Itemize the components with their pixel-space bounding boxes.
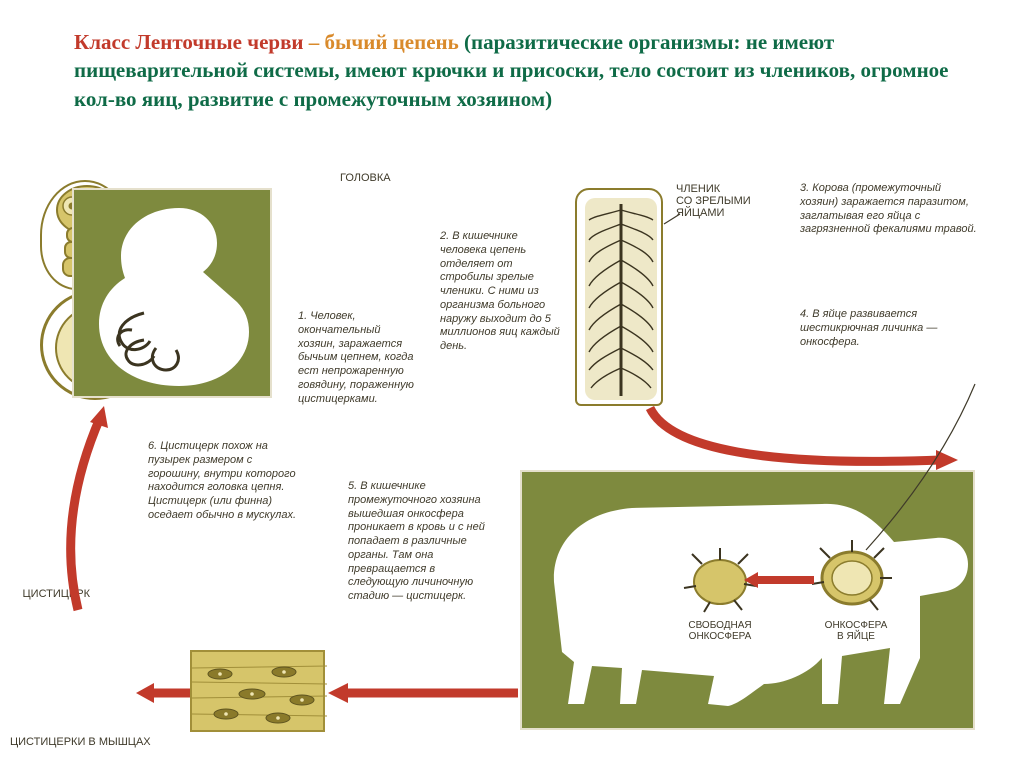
caption-egg-l1: ОНКОСФЕРА [806, 620, 906, 631]
label-segment-l1: ЧЛЕНИК [676, 183, 776, 195]
panel-proglottid [575, 188, 663, 406]
arrow-cyst-to-human [48, 400, 138, 620]
step-4: 4. В яйце развивается шестикрючная личин… [800, 308, 980, 349]
caption-free-l1: СВОБОДНАЯ [670, 620, 770, 631]
label-segment-l2: СО ЗРЕЛЫМИ [676, 195, 776, 207]
step-5: 5. В кишечнике промежуточного хозяина вы… [348, 480, 498, 604]
label-cysticerci-muscle: ЦИСТИЦЕРКИ В МЫШЦАХ [10, 736, 210, 748]
arrow-cow-to-muscle [318, 678, 528, 708]
caption-egg-l2: В ЯЙЦЕ [806, 631, 906, 642]
muscle-cysticerci-icon [192, 652, 327, 734]
caption-free-l2: ОНКОСФЕРА [670, 631, 770, 642]
step-1: 1. Человек, окончательный хозяин, заража… [298, 310, 418, 406]
diagram-canvas: ГОЛОВКА ЧЛЕНИК СО ЗРЕЛЫМИ ЯЙЦАМИ [40, 180, 984, 757]
title-part1: Класс Ленточные черви [74, 30, 304, 54]
caption-free-oncosphere: СВОБОДНАЯ ОНКОСФЕРА [670, 620, 770, 642]
proglottid-icon [577, 190, 665, 408]
label-head: ГОЛОВКА [340, 172, 420, 184]
panel-muscle [190, 650, 325, 732]
pointer-step4 [810, 378, 980, 558]
panel-human [72, 188, 272, 398]
step-2: 2. В кишечнике человека цепень отделяет … [440, 230, 560, 354]
arrow-muscle-to-cyst [132, 678, 197, 708]
step-6: 6. Цистицерк похож на пузырек размером с… [148, 440, 298, 523]
step-3: 3. Корова (промежуточный хозяин) заражае… [800, 182, 980, 237]
label-segment: ЧЛЕНИК СО ЗРЕЛЫМИ ЯЙЦАМИ [676, 183, 776, 219]
caption-egg-oncosphere: ОНКОСФЕРА В ЯЙЦЕ [806, 620, 906, 642]
human-silhouette-icon [84, 198, 264, 388]
label-segment-l3: ЯЙЦАМИ [676, 207, 776, 219]
title-part2: – бычий цепень [304, 30, 459, 54]
title-block: Класс Ленточные черви – бычий цепень (па… [74, 28, 968, 113]
pointer-segment-label [662, 210, 682, 228]
